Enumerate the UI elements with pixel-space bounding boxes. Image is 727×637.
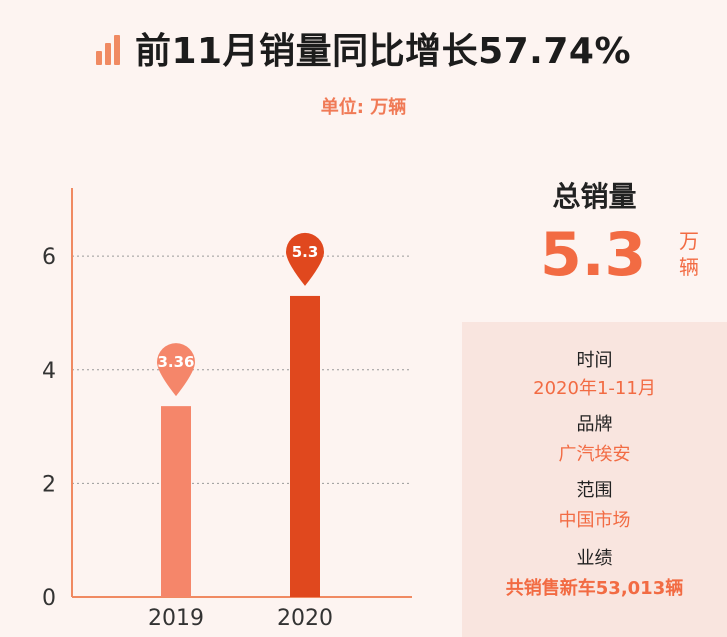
y-tick-label: 4 xyxy=(42,359,56,384)
time-value: 2020年1-11月 xyxy=(533,378,656,399)
info-panel: 时间 2020年1-11月 品牌 广汽埃安 范围 中国市场 业绩 共销售新车53… xyxy=(462,322,727,637)
data-label: 5.3 xyxy=(292,243,319,261)
bar xyxy=(161,406,191,597)
brand-value: 广汽埃安 xyxy=(558,444,631,465)
total-sales-value: 5.3 xyxy=(540,220,647,290)
y-tick-label: 2 xyxy=(42,472,56,497)
data-label: 3.36 xyxy=(157,353,194,371)
data-label-bubble xyxy=(286,232,324,286)
page-title: 前11月销量同比增长57.74% xyxy=(134,31,632,72)
bar-chart-icon xyxy=(95,31,123,65)
scope-value: 中国市场 xyxy=(558,510,631,531)
bar-chart: 0 2 4 6 3.36 2019 5.3 2020 xyxy=(42,188,412,631)
y-tick-label: 6 xyxy=(42,245,56,270)
y-tick-label: 0 xyxy=(42,586,56,611)
total-sales-title: 总销量 xyxy=(552,180,637,213)
title-row: 前11月销量同比增长57.74% xyxy=(0,22,727,74)
performance-value: 共销售新车53,013辆 xyxy=(505,578,684,599)
performance-label: 业绩 xyxy=(576,548,613,569)
bar xyxy=(290,295,320,597)
scope-label: 范围 xyxy=(576,480,613,501)
time-label: 时间 xyxy=(576,350,613,371)
data-label-bubble xyxy=(157,343,195,397)
total-sales-unit: 万辆 xyxy=(679,229,699,279)
unit-label: 单位: 万辆 xyxy=(320,97,407,118)
x-tick-label: 2019 xyxy=(148,606,204,631)
x-tick-label: 2020 xyxy=(277,606,333,631)
brand-label: 品牌 xyxy=(576,414,613,435)
